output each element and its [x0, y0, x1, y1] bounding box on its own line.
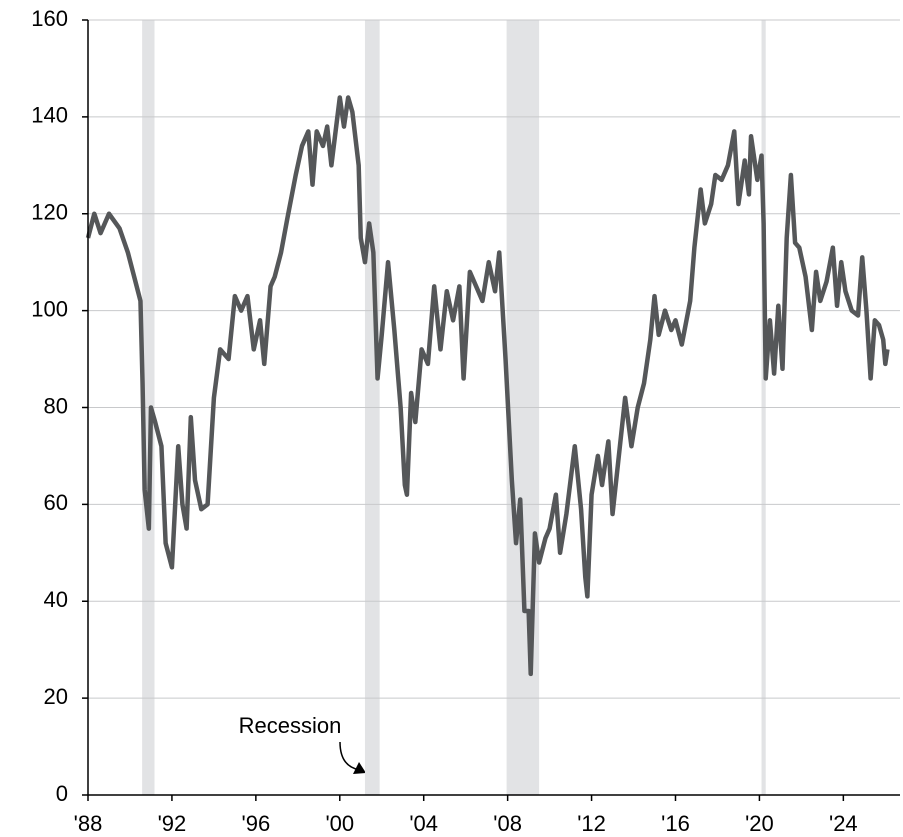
- x-tick-label: '08: [493, 811, 522, 836]
- x-tick-label: '96: [242, 811, 271, 836]
- x-tick-label: '16: [661, 811, 690, 836]
- y-tick-label: 40: [44, 587, 68, 612]
- y-tick-label: 60: [44, 490, 68, 515]
- y-tick-label: 160: [31, 6, 68, 31]
- x-tick-label: '04: [409, 811, 438, 836]
- x-tick-label: '92: [158, 811, 187, 836]
- y-tick-label: 100: [31, 296, 68, 321]
- x-tick-label: '12: [577, 811, 606, 836]
- y-tick-label: 20: [44, 684, 68, 709]
- x-tick-label: '24: [829, 811, 858, 836]
- y-tick-label: 120: [31, 200, 68, 225]
- annotation: Recession: [239, 713, 342, 738]
- x-tick-label: '20: [745, 811, 774, 836]
- y-tick-label: 80: [44, 393, 68, 418]
- series-line: [85, 95, 890, 677]
- y-tick-label: 0: [56, 781, 68, 806]
- y-tick-label: 140: [31, 103, 68, 128]
- x-tick-label: '88: [74, 811, 103, 836]
- x-tick-label: '00: [325, 811, 354, 836]
- annotation-arrowhead: [353, 762, 366, 774]
- annotation-arrow: [339, 741, 361, 771]
